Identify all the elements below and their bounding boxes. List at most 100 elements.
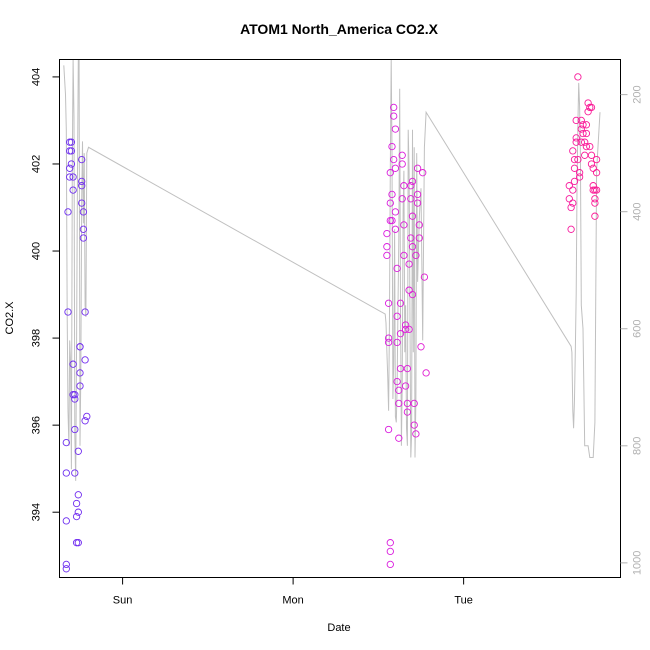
data-point: [570, 177, 579, 186]
data-point: [391, 208, 400, 216]
data-point: [395, 434, 403, 442]
data-point: [589, 164, 597, 172]
data-point: [586, 142, 594, 151]
data-point: [396, 330, 405, 338]
data-point: [419, 169, 427, 177]
data-point: [71, 425, 79, 434]
data-point: [581, 151, 589, 159]
data-point: [383, 229, 391, 238]
data-point: [390, 155, 398, 164]
data-point: [567, 225, 575, 233]
data-point: [592, 169, 601, 177]
data-point: [393, 312, 401, 320]
plot-frame: [59, 59, 621, 578]
plot-area: [62, 59, 601, 573]
data-point: [570, 164, 579, 172]
data-point: [393, 338, 401, 347]
data-point: [395, 399, 403, 408]
chart-title: ATOM1 North_America CO2.X: [240, 21, 439, 37]
data-point: [574, 73, 582, 81]
data-point: [81, 417, 89, 425]
y2-tick-label: 1000: [632, 551, 644, 575]
data-point: [592, 186, 601, 194]
data-point: [584, 99, 592, 107]
data-point: [391, 125, 400, 133]
secondary-y-axis: 200 400 600 800 1000: [620, 85, 644, 575]
data-point: [66, 164, 74, 172]
y-tick-label: 396: [31, 416, 43, 434]
data-point: [401, 321, 410, 329]
data-point: [386, 547, 394, 556]
data-point: [62, 517, 70, 525]
data-point: [79, 234, 88, 242]
data-point: [575, 169, 584, 177]
data-point: [74, 539, 82, 547]
data-point: [67, 147, 76, 155]
data-point: [408, 212, 417, 220]
data-point: [405, 260, 413, 268]
data-point: [74, 508, 82, 516]
data-point: [577, 116, 585, 125]
data-point: [408, 243, 417, 251]
data-point: [572, 116, 580, 125]
data-point: [383, 243, 391, 251]
data-point: [407, 195, 415, 203]
data-point: [398, 151, 406, 159]
data-point: [577, 125, 585, 133]
data-point: [74, 447, 82, 455]
data-point: [384, 338, 393, 347]
y-axis: 394 396 398 400 402 404: [31, 68, 60, 521]
data-point: [401, 325, 410, 334]
data-point: [403, 364, 412, 373]
data-point: [565, 195, 573, 203]
data-point: [78, 155, 86, 164]
data-point: [575, 173, 584, 181]
data-point: [62, 565, 70, 573]
data-point: [415, 221, 423, 229]
data-point: [81, 308, 89, 316]
data-point: [64, 308, 72, 316]
data-point: [403, 408, 412, 416]
data-point: [417, 343, 425, 351]
secondary-line-layer: [63, 59, 601, 481]
data-point: [390, 112, 398, 120]
data-point: [567, 203, 575, 212]
data-point: [69, 173, 77, 181]
data-point: [405, 325, 413, 334]
x-axis-label: Date: [327, 622, 350, 634]
data-point: [67, 138, 76, 146]
data-point: [79, 225, 88, 233]
data-point: [398, 160, 406, 168]
data-point: [413, 164, 422, 172]
data-point: [388, 190, 396, 199]
data-point: [62, 469, 70, 477]
data-point: [422, 369, 430, 377]
data-point: [395, 386, 403, 394]
data-point: [569, 199, 577, 207]
data-point: [577, 138, 585, 146]
data-point: [413, 190, 422, 199]
data-point: [565, 182, 573, 190]
data-point: [386, 169, 394, 177]
data-point: [62, 438, 70, 447]
data-point: [415, 234, 423, 242]
data-point: [400, 182, 408, 190]
data-point: [384, 299, 393, 307]
data-point: [591, 195, 599, 203]
data-point: [386, 199, 394, 207]
data-point: [405, 286, 413, 294]
data-point: [569, 147, 577, 155]
data-point: [396, 364, 405, 373]
data-point: [412, 251, 420, 260]
data-point: [78, 182, 86, 190]
data-point: [72, 499, 81, 508]
data-point: [79, 208, 88, 216]
data-point: [591, 199, 599, 207]
data-point: [391, 225, 400, 233]
x-tick-label: Mon: [282, 595, 303, 607]
y-tick-label: 400: [31, 242, 43, 260]
y-tick-label: 394: [31, 503, 43, 521]
data-point: [570, 155, 579, 164]
data-point: [74, 491, 82, 499]
